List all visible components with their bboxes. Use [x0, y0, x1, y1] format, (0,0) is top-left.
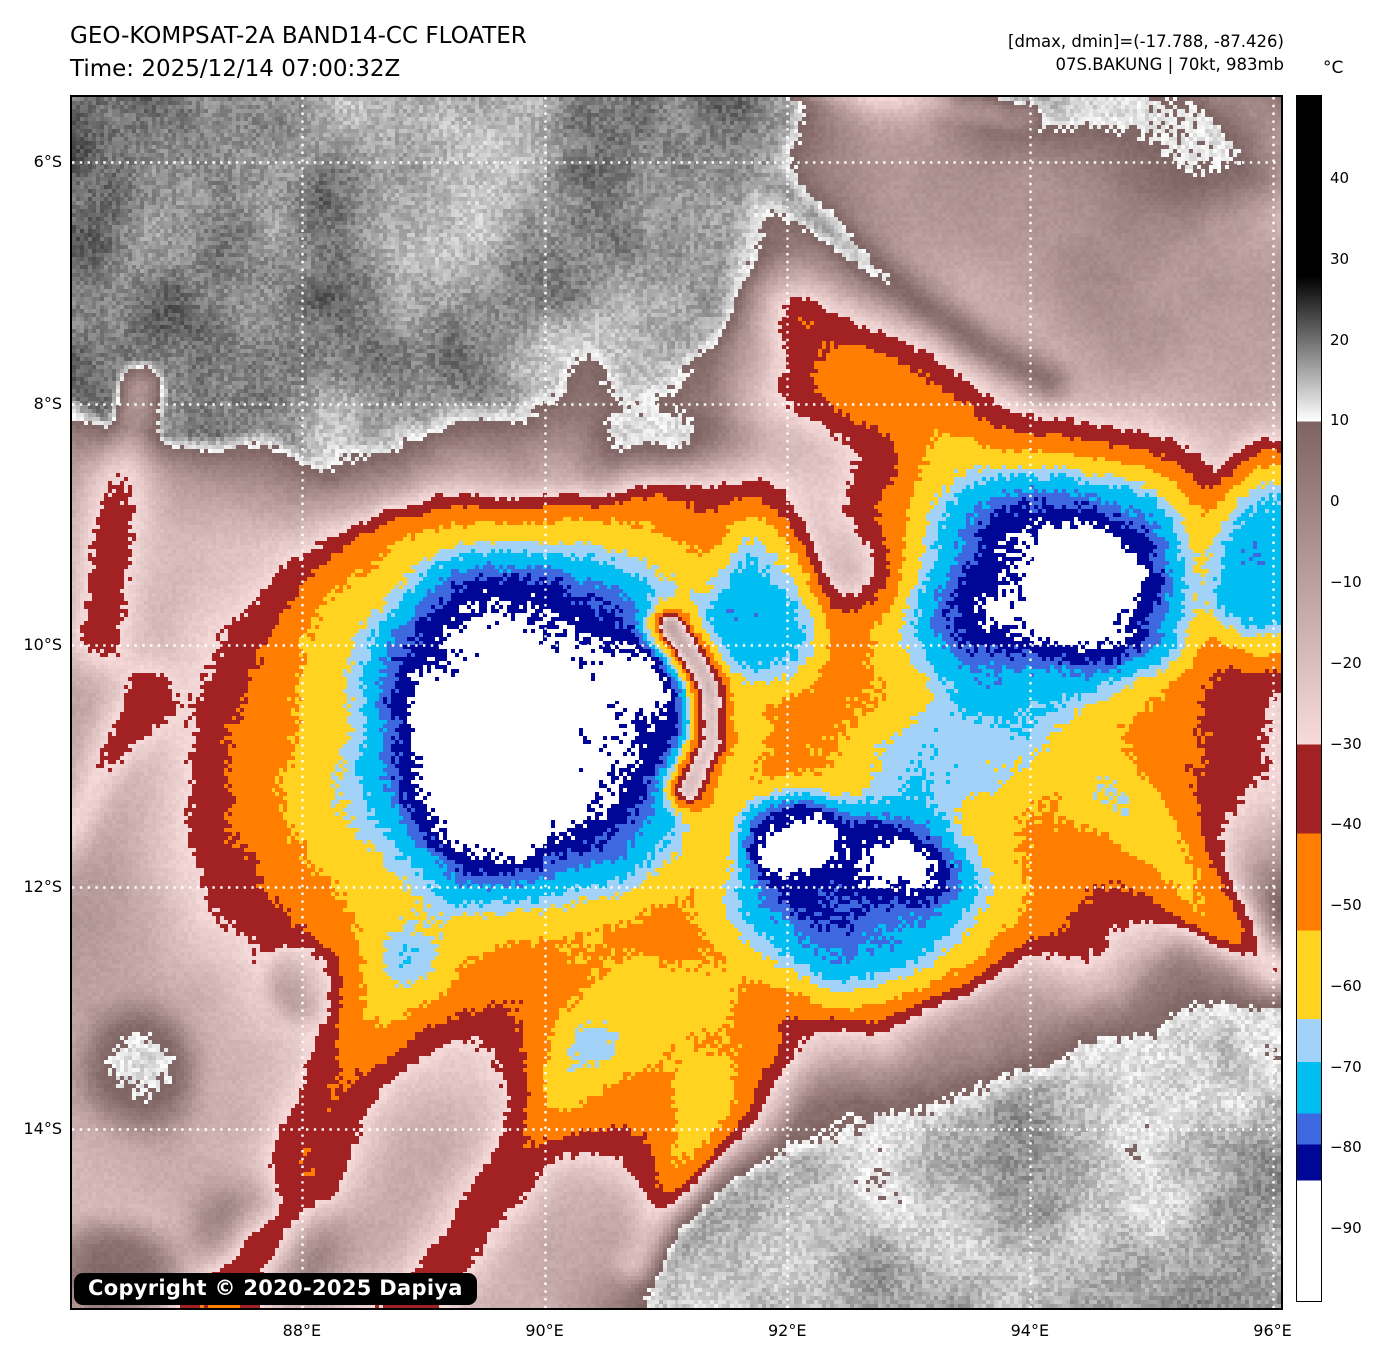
colorbar-tick-label: −30 — [1330, 734, 1362, 753]
dmax-dmin-annotation: [dmax, dmin]=(-17.788, -87.426) — [1008, 32, 1284, 51]
colorbar-unit-label: °C — [1323, 58, 1344, 78]
lat-tick-label: 10°S — [23, 635, 62, 655]
storm-info-annotation: 07S.BAKUNG | 70kt, 983mb — [1055, 54, 1284, 74]
colorbar-tick-label: −40 — [1330, 815, 1362, 834]
colorbar-tick-label: 20 — [1330, 330, 1350, 349]
lat-tick-label: 12°S — [23, 877, 62, 897]
colorbar-tick-label: −10 — [1330, 573, 1362, 591]
page-title: GEO-KOMPSAT-2A BAND14-CC FLOATER — [70, 23, 527, 49]
map-panel: Copyright © 2020-2025 Dapiya — [70, 95, 1283, 1310]
colorbar-tick-label: 40 — [1330, 169, 1350, 188]
lon-tick-label: 92°E — [767, 1321, 807, 1340]
colorbar-tick-label: 30 — [1330, 249, 1350, 268]
lon-tick-label: 90°E — [525, 1321, 564, 1340]
colorbar-tick-label: −60 — [1330, 976, 1362, 995]
title-block: GEO-KOMPSAT-2A BAND14-CC FLOATER Time: 2… — [70, 20, 527, 86]
copyright-badge: Copyright © 2020-2025 Dapiya — [74, 1273, 477, 1305]
colorbar-tick-label: 10 — [1330, 411, 1350, 430]
colorbar — [1296, 95, 1322, 1302]
lon-tick-label: 94°E — [1010, 1321, 1050, 1340]
colorbar-tick-label: −80 — [1330, 1138, 1362, 1157]
lat-tick-label: 6°S — [33, 152, 62, 171]
lon-tick-label: 96°E — [1253, 1321, 1292, 1340]
satellite-ir-image — [72, 97, 1281, 1308]
lat-tick-label: 14°S — [23, 1118, 62, 1138]
timestamp-label: Time: 2025/12/14 07:00:32Z — [70, 56, 401, 82]
lon-tick-label: 88°E — [282, 1321, 322, 1340]
colorbar-tick-label: −20 — [1330, 653, 1362, 672]
storm-annotation-block: [dmax, dmin]=(-17.788, -87.426) 07S.BAKU… — [1008, 31, 1284, 76]
colorbar-tick-label: −90 — [1330, 1219, 1362, 1238]
colorbar-tick-label: −50 — [1330, 896, 1362, 915]
lat-tick-label: 8°S — [33, 393, 62, 413]
colorbar-tick-label: −70 — [1330, 1057, 1362, 1076]
colorbar-tick-label: 0 — [1330, 492, 1340, 511]
